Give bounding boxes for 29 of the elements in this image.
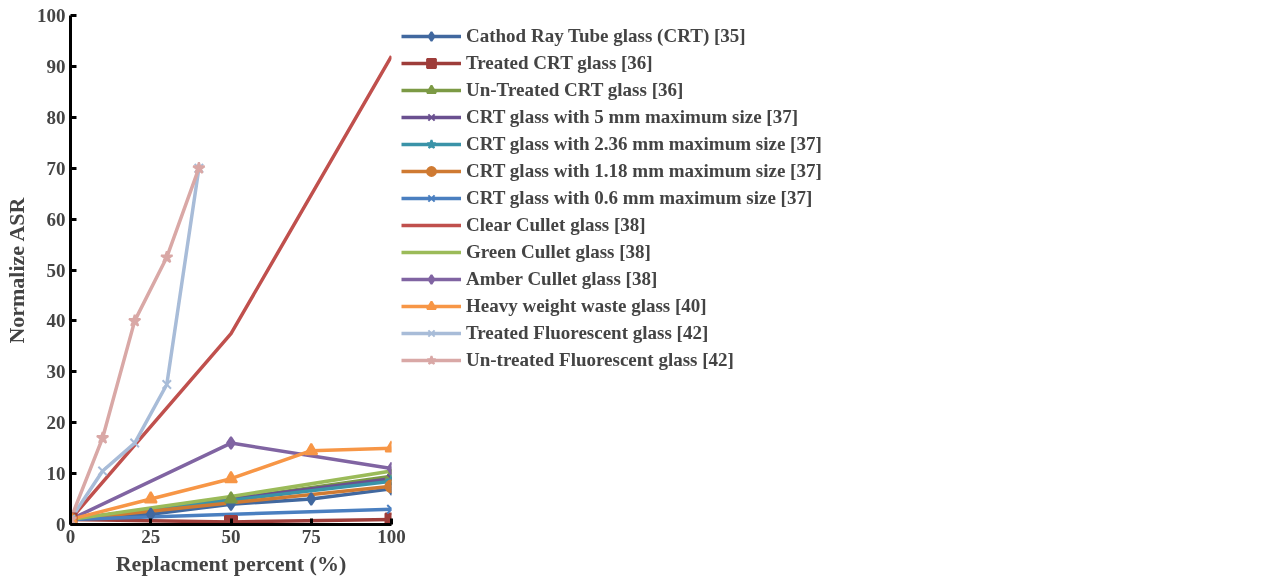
legend-label: CRT glass with 0.6 mm maximum size [37]	[466, 187, 813, 209]
x-tick-label: 100	[377, 525, 406, 547]
legend-label: Un-treated Fluorescent glass [42]	[466, 349, 734, 371]
legend-label: Un-Treated CRT glass [36]	[466, 79, 684, 101]
y-tick-label: 20	[46, 412, 66, 434]
x-tick-label: 25	[141, 525, 161, 547]
legend-label: Amber Cullet glass [38]	[466, 268, 658, 290]
y-tick-label: 90	[46, 55, 66, 77]
legend-label: Treated CRT glass [36]	[466, 52, 653, 74]
legend-label: Cathod Ray Tube glass (CRT) [35]	[466, 25, 746, 47]
y-axis-title: Normalize ASR	[4, 196, 29, 344]
y-tick-label: 80	[46, 106, 66, 128]
legend-label: Clear Cullet glass [38]	[466, 214, 646, 236]
y-tick-label: 40	[46, 310, 66, 332]
legend-label: CRT glass with 2.36 mm maximum size [37]	[466, 133, 822, 155]
x-tick-label: 75	[301, 525, 321, 547]
legend-label: Heavy weight waste glass [40]	[466, 295, 707, 317]
y-tick-label: 70	[46, 157, 66, 179]
y-tick-label: 30	[46, 361, 66, 383]
legend-label: Green Cullet glass [38]	[466, 241, 651, 263]
legend-label: CRT glass with 1.18 mm maximum size [37]	[466, 160, 822, 182]
y-tick-label: 50	[46, 259, 66, 281]
legend-label: Treated Fluorescent glass [42]	[466, 322, 709, 344]
x-tick-label: 50	[221, 525, 241, 547]
legend-label: CRT glass with 5 mm maximum size [37]	[466, 106, 798, 128]
y-tick-label: 60	[46, 208, 66, 230]
x-axis-title: Replacment percent (%)	[115, 550, 347, 576]
y-tick-label: 100	[37, 5, 66, 26]
y-tick-label: 10	[46, 463, 66, 485]
